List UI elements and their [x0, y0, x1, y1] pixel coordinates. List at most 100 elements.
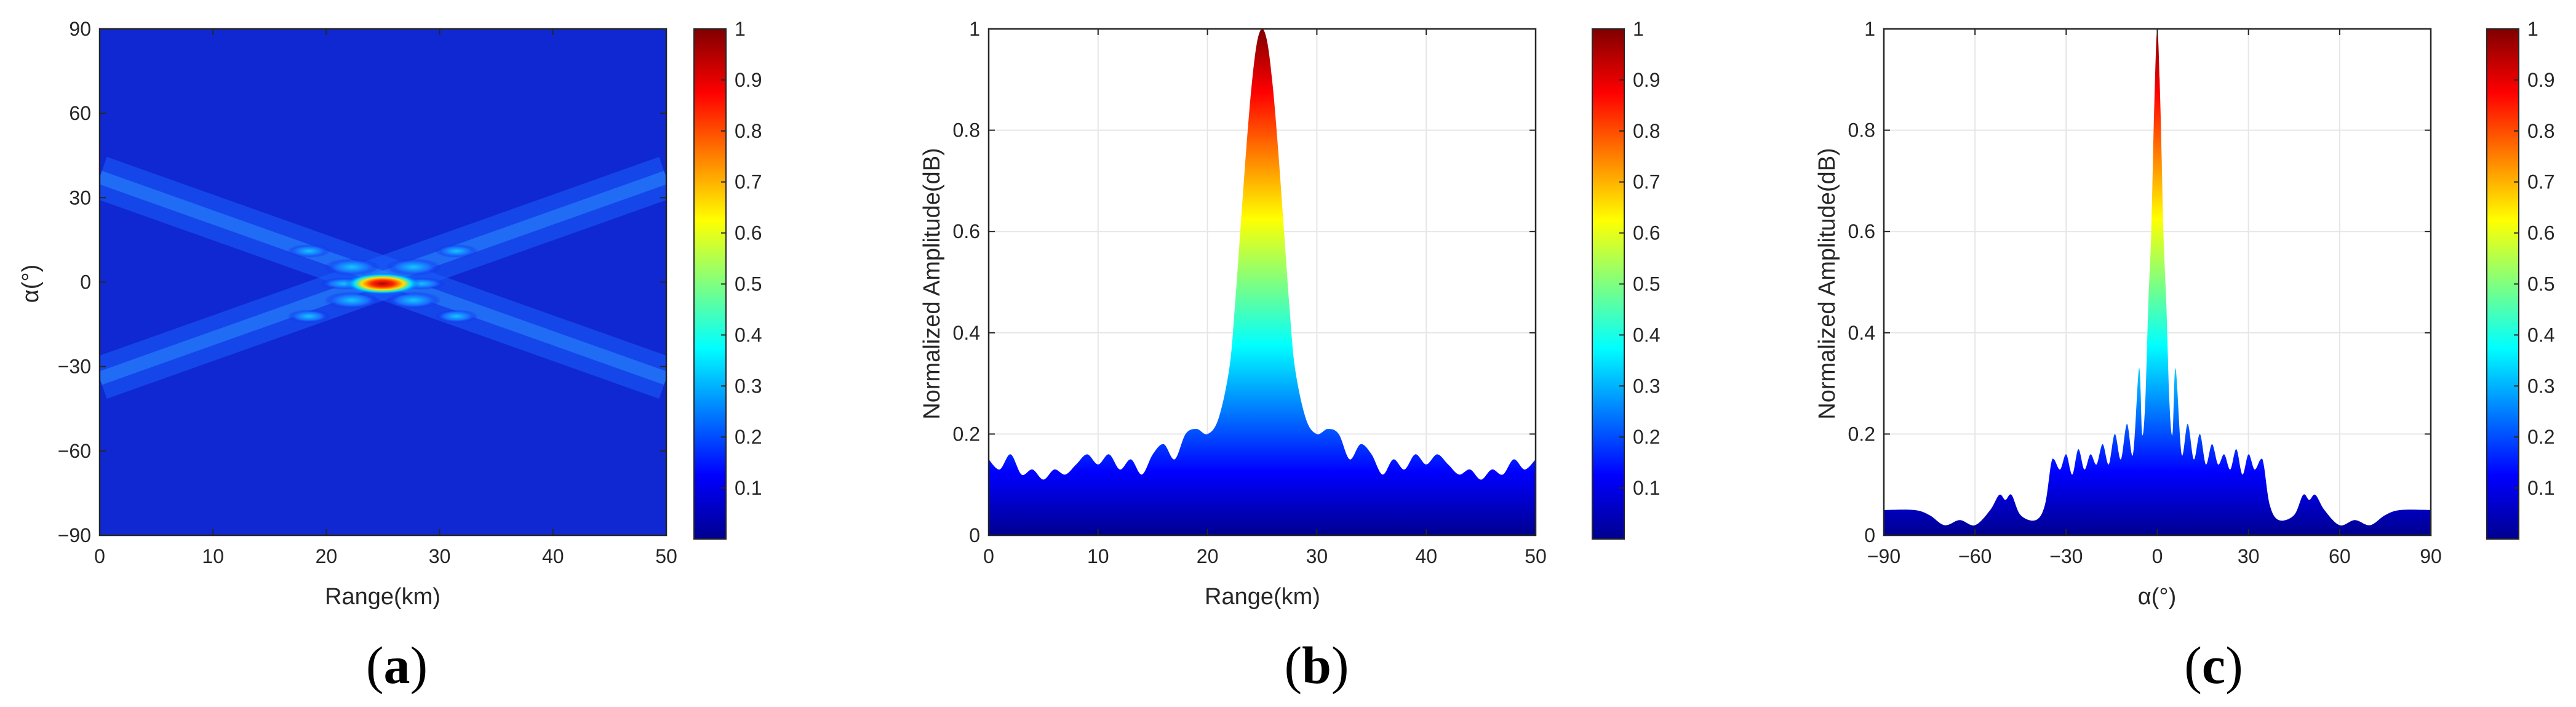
side-lobe — [324, 258, 380, 276]
colorbar-tick-label: 0.1 — [735, 477, 762, 499]
colorbar-tick-label: 0.5 — [1633, 273, 1660, 295]
y-tick-label: 0 — [969, 524, 980, 546]
colorbar-c: 0.1 0.2 0.3 0.4 0.5 0.6 0.7 0.8 0.9 1 — [2486, 18, 2554, 540]
y-ticks-b: 0 0.2 0.4 0.6 0.8 1 — [953, 18, 1536, 546]
x-axis-label-a: Range(km) — [325, 584, 441, 610]
x-tick-label: 30 — [2238, 545, 2260, 567]
x-axis-label-c: α(°) — [2138, 584, 2176, 610]
colorbar-tick-label: 0.6 — [735, 222, 762, 244]
y-tick-label: 0 — [1864, 524, 1875, 546]
y-axis-label-b: Normalized Amplitude(dB) — [919, 148, 945, 419]
colorbar-tick-label: 0.2 — [2527, 426, 2554, 448]
side-lobe — [324, 292, 380, 309]
y-tick-label: 0.6 — [953, 220, 980, 242]
colorbar-tick-label: 0.1 — [1633, 477, 1660, 499]
y-tick-label: 0.4 — [1848, 322, 1875, 344]
x-tick-label: 0 — [94, 545, 105, 567]
colorbar-tick-label: 0.1 — [2527, 477, 2554, 499]
colorbar-tick-label: 1 — [2527, 18, 2538, 40]
y-tick-label: −60 — [58, 440, 91, 462]
y-tick-label: 1 — [1864, 18, 1875, 40]
x-tick-label: 30 — [429, 545, 451, 567]
panel-label-b: (b) — [1284, 636, 1349, 695]
y-tick-label: 0.6 — [1848, 220, 1875, 242]
colorbar-tick-label: 0.2 — [1633, 426, 1660, 448]
x-tick-label: 30 — [1306, 545, 1328, 567]
side-lobe — [287, 244, 330, 258]
y-tick-label: 0.2 — [1848, 423, 1875, 445]
range-profile-area — [989, 29, 1536, 535]
panel-letter-a: a — [384, 636, 410, 695]
panel-c-angle-profile: −90 −60 −30 0 30 60 90 0 0.2 0.4 0.6 0.8 1 α(°) Nor… — [1814, 18, 2554, 695]
colorbar-tick-label: 0.3 — [1633, 375, 1660, 397]
colorbar-tick-label: 1 — [735, 18, 746, 40]
colorbar-tick-label: 0.5 — [735, 273, 762, 295]
x-axis-label-b: Range(km) — [1205, 584, 1320, 610]
axes-frame-b — [987, 28, 1537, 537]
colorbar-tick-label: 0.4 — [1633, 324, 1660, 346]
y-tick-label: 1 — [969, 18, 980, 40]
colorbar-gradient — [2487, 29, 2519, 539]
x-tick-label: −60 — [1958, 545, 1992, 567]
y-tick-label: 90 — [69, 18, 91, 40]
side-lobe — [386, 292, 441, 309]
colorbar-tick-label: 0.9 — [735, 69, 762, 91]
colorbar-gradient — [1592, 29, 1624, 539]
colorbar-tick-label: 0.2 — [735, 426, 762, 448]
colorbar-tick-label: 0.4 — [735, 324, 762, 346]
panel-label-a: (a) — [366, 636, 428, 695]
colorbar-tick-label: 1 — [1633, 18, 1644, 40]
x-tick-label: 10 — [202, 545, 224, 567]
colorbar-tick-label: 0.5 — [2527, 273, 2554, 295]
x-tick-label: 20 — [1197, 545, 1219, 567]
y-ticks-c: 0 0.2 0.4 0.6 0.8 1 — [1848, 18, 2431, 546]
x-ticks-c: −90 −60 −30 0 30 60 90 — [1867, 29, 2442, 567]
y-tick-label: 60 — [69, 102, 91, 124]
panel-label-c: (c) — [2184, 636, 2243, 695]
colorbar-tick-label: 0.8 — [1633, 120, 1660, 142]
x-tick-label: 50 — [655, 545, 677, 567]
x-ticks-b: 0 10 20 30 40 50 — [983, 29, 1547, 567]
colorbar-a: 0.1 0.2 0.3 0.4 0.5 0.6 0.7 0.8 0.9 1 — [693, 18, 762, 540]
colorbar-tick-label: 0.8 — [735, 120, 762, 142]
colorbar-b: 0.1 0.2 0.3 0.4 0.5 0.6 0.7 0.8 0.9 1 — [1592, 18, 1660, 540]
panel-letter-c: c — [2202, 636, 2225, 695]
colorbar-tick-label: 0.4 — [2527, 324, 2554, 346]
y-axis-label-c: Normalized Amplitude(dB) — [1814, 148, 1840, 419]
y-tick-label: 0.8 — [1848, 119, 1875, 142]
x-tick-label: −30 — [2049, 545, 2083, 567]
side-lobe — [287, 310, 330, 323]
y-tick-label: −30 — [58, 356, 91, 378]
colorbar-tick-label: 0.3 — [2527, 375, 2554, 397]
x-tick-label: 40 — [542, 545, 564, 567]
side-lobe — [435, 310, 478, 323]
x-tick-label: 0 — [983, 545, 994, 567]
colorbar-tick-label: 0.6 — [1633, 222, 1660, 244]
x-tick-label: 10 — [1087, 545, 1109, 567]
colorbar-tick-label: 0.8 — [2527, 120, 2554, 142]
y-tick-label: 0.8 — [953, 119, 980, 142]
y-tick-label: 0.2 — [953, 423, 980, 445]
side-lobe — [386, 258, 441, 276]
heatmap-field — [100, 29, 666, 535]
y-tick-label: 0 — [80, 271, 91, 294]
colorbar-tick-label: 0.7 — [1633, 171, 1660, 193]
colorbar-tick-label: 0.9 — [1633, 69, 1660, 91]
panel-b-range-profile: 0 10 20 30 40 50 0 0.2 0.4 0.6 0.8 1 Range(km) Nor… — [919, 18, 1660, 695]
x-tick-label: 90 — [2420, 545, 2442, 567]
angle-profile-area — [1884, 29, 2431, 535]
x-tick-label: 60 — [2329, 545, 2351, 567]
x-tick-label: 0 — [2152, 545, 2163, 567]
y-tick-label: −90 — [58, 524, 91, 546]
x-tick-label: 40 — [1415, 545, 1437, 567]
y-tick-label: 30 — [69, 186, 91, 209]
colorbar-tick-label: 0.7 — [735, 171, 762, 193]
side-lobe — [435, 244, 478, 258]
x-tick-label: 20 — [316, 545, 338, 567]
x-ticks-a: 0 10 20 30 40 50 — [94, 29, 677, 567]
y-tick-label: 0.4 — [953, 322, 980, 344]
colorbar-tick-label: 0.6 — [2527, 222, 2554, 244]
x-tick-label: 50 — [1525, 545, 1547, 567]
panel-letter-b: b — [1302, 636, 1331, 695]
